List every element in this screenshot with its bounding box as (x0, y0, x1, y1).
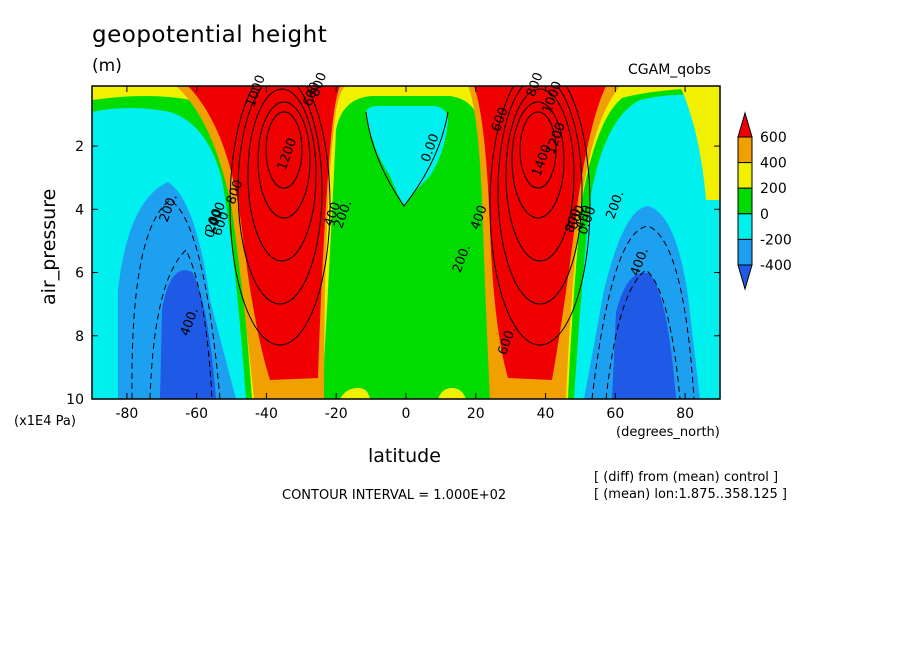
y-axis-ticks: 2 4 6 8 10 (66, 139, 720, 408)
contour-fills (92, 86, 720, 399)
run-label: CGAM_qobs (628, 62, 711, 78)
colorbar-top-arrow (737, 111, 753, 138)
x-tick-label: 0 (402, 406, 411, 422)
x-tick-label: 60 (606, 406, 624, 422)
y-tick-label: 8 (75, 329, 84, 345)
colorbar-label: 0 (760, 207, 769, 223)
colorbar-box (737, 187, 753, 215)
x-tick-label: -40 (255, 406, 278, 422)
bottom-patch-right (438, 388, 466, 399)
colorbar-box (737, 213, 753, 240)
colorbar: 600 400 200 0 -200 -400 (737, 111, 792, 291)
contour-neg-right (591, 225, 695, 399)
contour-lines (131, 86, 695, 399)
colorbar-label: 400 (760, 156, 787, 172)
x-axis-label: latitude (368, 445, 441, 467)
y-tick-label: 2 (75, 139, 84, 155)
mean-note: [ (mean) lon:1.875..358.125 ] (594, 487, 787, 502)
bottom-patch-left (340, 388, 370, 399)
x-tick-label: -80 (115, 406, 138, 422)
chart-units: (m) (92, 56, 122, 76)
contour-neg-right-inner (605, 269, 681, 399)
x-tick-label: 40 (537, 406, 555, 422)
contour-right-2 (511, 101, 565, 219)
contour-left-1 (265, 111, 303, 189)
right-edge-yellow (680, 86, 720, 200)
contour-left-5 (229, 86, 331, 346)
x-tick-label: -20 (325, 406, 348, 422)
contour-left-3 (247, 88, 317, 262)
center-fill-cyan (366, 106, 448, 206)
contour-interval: CONTOUR INTERVAL = 1.000E+02 (282, 488, 507, 503)
y-multiplier-label: (x1E4 Pa) (14, 414, 76, 429)
contour-neg-left-inner (149, 249, 213, 399)
y-tick-label: 4 (75, 202, 84, 218)
colorbar-label: 600 (760, 130, 787, 146)
chart-title: geopotential height (92, 22, 328, 48)
colorbar-label: 200 (760, 181, 787, 197)
contour-left-2 (257, 101, 311, 219)
neg-fill-right-b (612, 272, 676, 399)
contour-center-zero (365, 111, 449, 207)
x-tick-label: 20 (467, 406, 485, 422)
contour-right-5 (489, 86, 591, 346)
contour-neg-left (131, 199, 221, 399)
x-tick-label: -60 (185, 406, 208, 422)
contour-right-3 (505, 88, 575, 262)
y-tick-label: 6 (75, 266, 84, 282)
pos-fill-red-left (188, 86, 340, 380)
contour-right-1 (519, 111, 557, 189)
contour-right-4 (497, 86, 583, 305)
diff-note: [ (diff) from (mean) control ] (594, 470, 779, 485)
contour-left-4 (237, 86, 323, 305)
colorbar-label: -400 (760, 258, 792, 274)
colorbar-label: -200 (760, 232, 792, 248)
y-tick-label: 10 (66, 392, 84, 408)
colorbar-bottom-arrow (737, 264, 753, 291)
x-unit-label: (degrees_north) (616, 425, 720, 440)
x-axis-ticks: -80 -60 -40 -20 0 20 40 60 80 (115, 86, 694, 422)
colorbar-box (737, 162, 753, 189)
colorbar-box (737, 136, 753, 164)
colorbar-box (737, 238, 753, 266)
x-tick-label: 80 (676, 406, 694, 422)
center-fill-green (322, 96, 490, 399)
